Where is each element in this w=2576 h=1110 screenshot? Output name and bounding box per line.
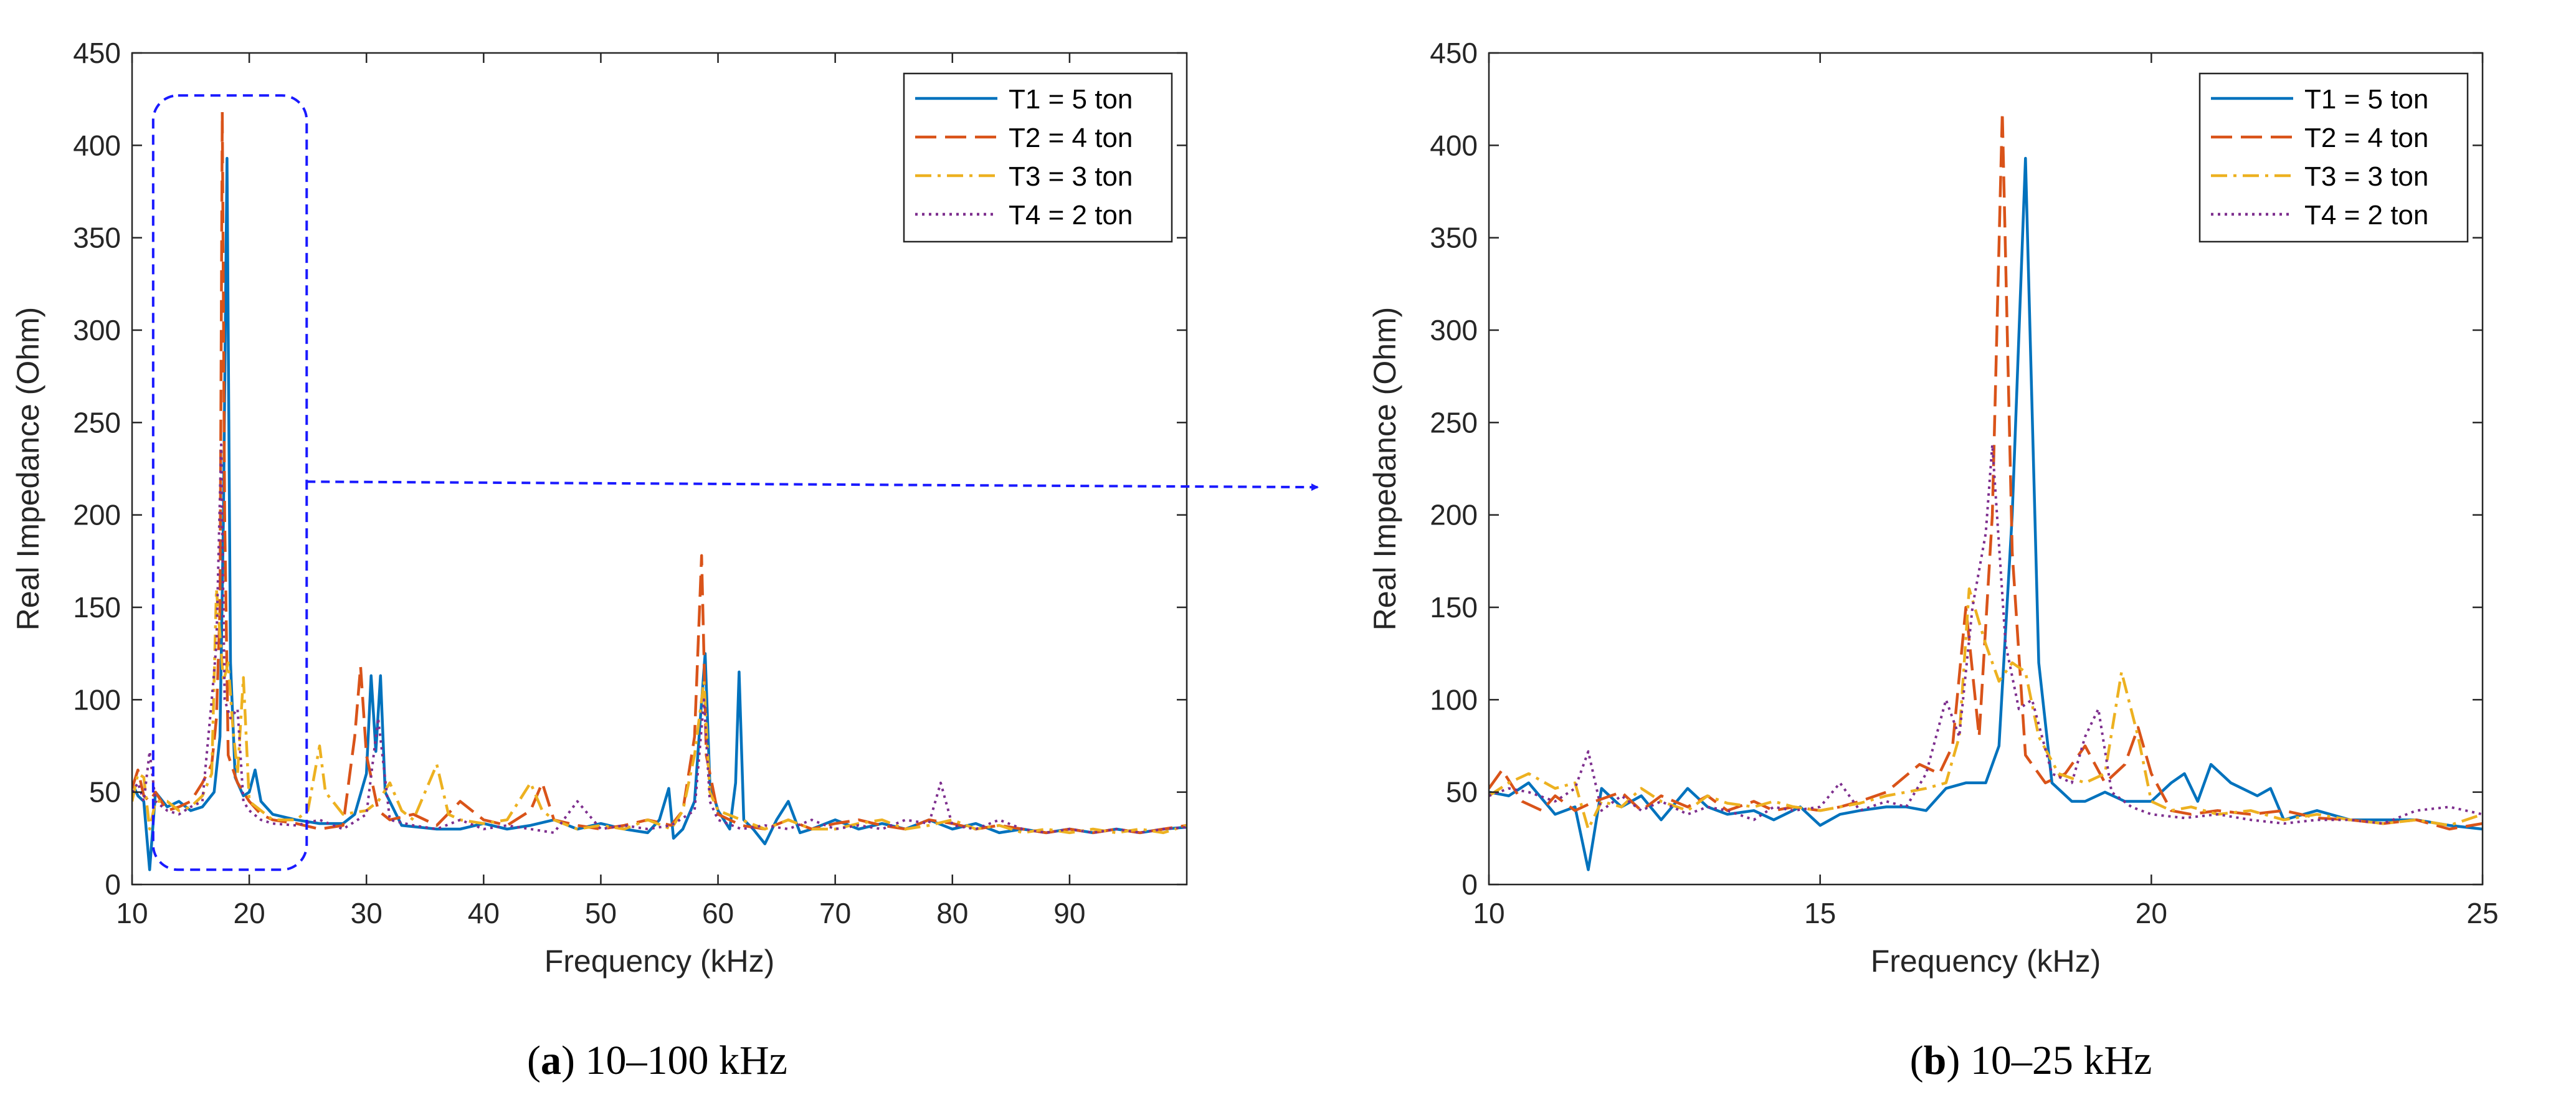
caption-b-text: 10–25 kHz [1960, 1038, 2152, 1083]
y-tick-label: 200 [1430, 499, 1478, 531]
legend-label-4: T4 = 2 ton [2304, 200, 2428, 230]
x-axis-label: Frequency (kHz) [1871, 944, 2101, 979]
caption-b-letter: b [1923, 1038, 1947, 1083]
legend: T1 = 5 ton T2 = 4 ton T3 = 3 ton T4 = 2 ton [2198, 72, 2469, 243]
y-tick-label: 50 [89, 776, 121, 809]
x-tick-label: 10 [1473, 897, 1504, 929]
legend-box [903, 72, 1173, 243]
legend-label-4: T4 = 2 ton [1009, 200, 1133, 230]
x-tick-label: 40 [468, 897, 500, 929]
y-tick-label: 300 [73, 314, 121, 346]
series-line-2 [132, 110, 1187, 835]
legend-label-1: T1 = 5 ton [2304, 84, 2428, 115]
y-tick-label: 150 [1430, 591, 1478, 624]
y-axis-label: Real Impedance (Ohm) [1367, 307, 1402, 631]
y-tick-label: 450 [73, 37, 121, 69]
y-tick-label: 100 [1430, 683, 1478, 716]
series-line-3 [1489, 587, 2483, 831]
x-tick-label: 15 [1804, 897, 1836, 929]
y-tick-label: 300 [1430, 314, 1478, 346]
series-line-4 [1489, 443, 2483, 825]
y-tick-label: 50 [1446, 776, 1478, 809]
x-tick-label: 50 [585, 897, 617, 929]
legend-label-2: T2 = 4 ton [1009, 123, 1133, 153]
axes-box [1488, 52, 2484, 886]
y-tick-label: 0 [105, 868, 121, 901]
caption-b: (b) 10–25 kHz [1909, 1038, 2152, 1083]
caption-a-letter: a [541, 1038, 562, 1083]
y-tick-label: 100 [73, 683, 121, 716]
x-tick-label: 20 [234, 897, 265, 929]
y-tick-label: 450 [1430, 37, 1478, 69]
caption-a-text: 10–100 kHz [575, 1038, 787, 1083]
legend-label-3: T3 = 3 ton [2304, 161, 2428, 192]
x-tick-label: 80 [936, 897, 968, 929]
legend-label-3: T3 = 3 ton [1009, 161, 1133, 192]
x-tick-label: 10 [116, 897, 148, 929]
x-tick-label: 70 [819, 897, 851, 929]
y-tick-label: 250 [1430, 406, 1478, 439]
x-tick-label: 20 [2136, 897, 2167, 929]
x-tick-label: 60 [702, 897, 734, 929]
y-tick-label: 400 [73, 129, 121, 161]
legend-label-2: T2 = 4 ton [2304, 123, 2428, 153]
y-tick-label: 150 [73, 591, 121, 624]
x-tick-label: 25 [2466, 897, 2498, 929]
chart-panel-a: 10 20 30 40 50 60 70 80 90 0 50 100 150 200 250 300 350 4… [11, 37, 1188, 979]
x-axis-label: Frequency (kHz) [544, 944, 775, 979]
caption-a: (a) 10–100 kHz [527, 1038, 787, 1083]
y-tick-label: 0 [1461, 868, 1478, 901]
y-tick-label: 400 [1430, 129, 1478, 161]
y-tick-label: 250 [73, 406, 121, 439]
series-line-1 [1489, 156, 2483, 871]
legend: T1 = 5 ton T2 = 4 ton T3 = 3 ton T4 = 2 ton [903, 72, 1173, 243]
x-tick-label: 30 [351, 897, 383, 929]
legend-box [2198, 72, 2469, 243]
x-tick-label: 90 [1053, 897, 1085, 929]
zoom-arrow [307, 480, 1319, 491]
zoom-annotation [151, 94, 1319, 871]
y-tick-label: 350 [73, 222, 121, 254]
chart-panel-b: 10 15 20 25050100150200250300350400450Frequ… [1367, 37, 2499, 979]
axes-box [131, 52, 1188, 886]
y-axis-label: Real Impedance (Ohm) [11, 307, 45, 631]
y-tick-label: 200 [73, 499, 121, 531]
y-tick-label: 350 [1430, 222, 1478, 254]
legend-label-1: T1 = 5 ton [1009, 84, 1133, 115]
